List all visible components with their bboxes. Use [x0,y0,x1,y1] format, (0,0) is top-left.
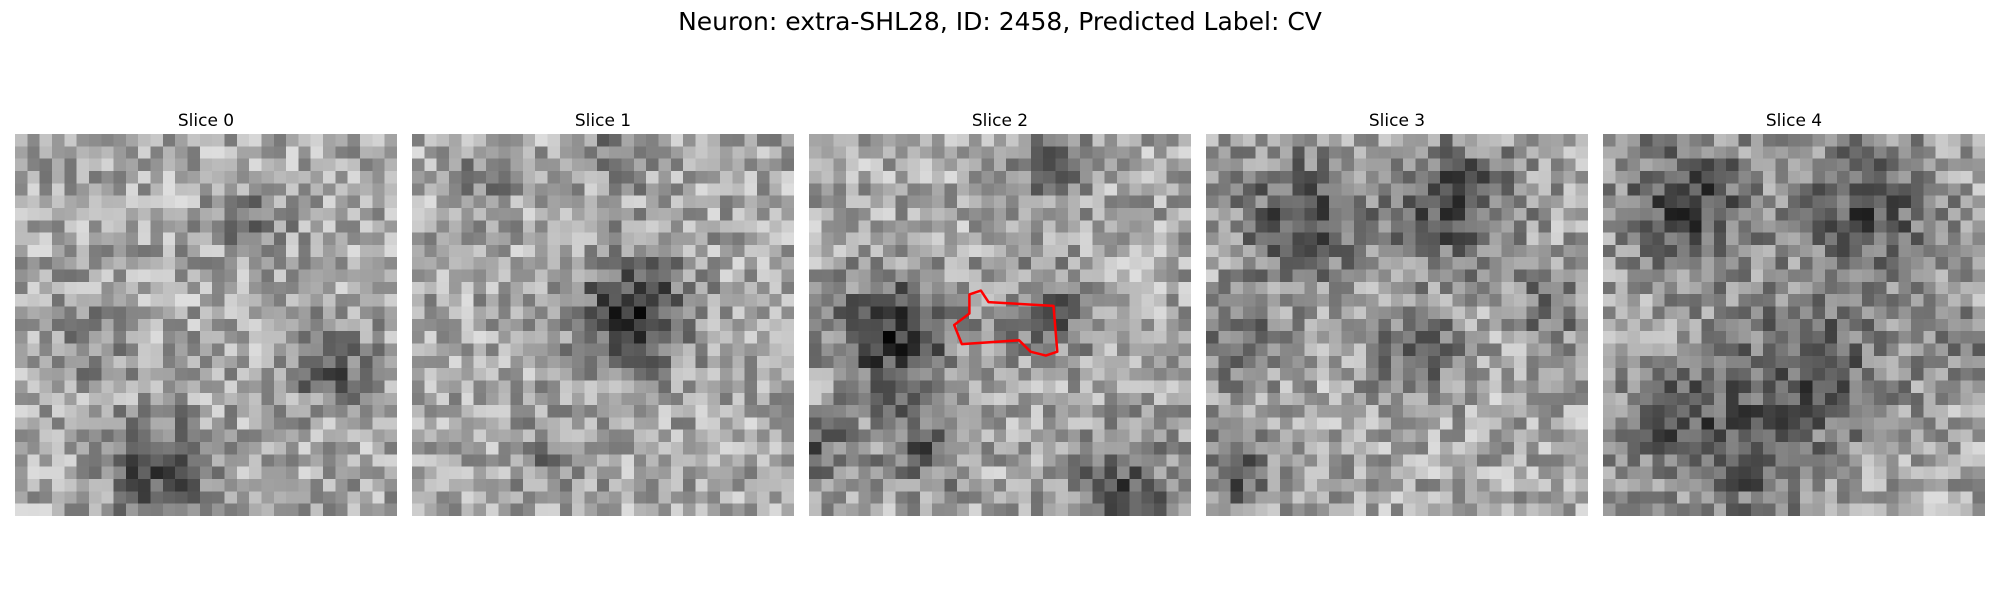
slice-pixels [1603,134,1985,516]
slice-image-0 [15,134,397,516]
slice-title-0: Slice 0 [177,111,235,131]
slice-pixels [15,134,397,516]
slice-title-1: Slice 1 [574,111,632,131]
slice-title-2: Slice 2 [971,111,1029,131]
slice-pixels [809,134,1191,516]
figure-title: Neuron: extra-SHL28, ID: 2458, Predicted… [678,7,1322,36]
slice-title-4: Slice 4 [1765,111,1823,131]
slice-pixels [412,134,794,516]
slice-image-1 [412,134,794,516]
slice-image-4 [1603,134,1985,516]
slice-title-3: Slice 3 [1368,111,1426,131]
slice-pixels [1206,134,1588,516]
roi-contour [952,289,1059,357]
slice-image-2 [809,134,1191,516]
slice-image-3 [1206,134,1588,516]
